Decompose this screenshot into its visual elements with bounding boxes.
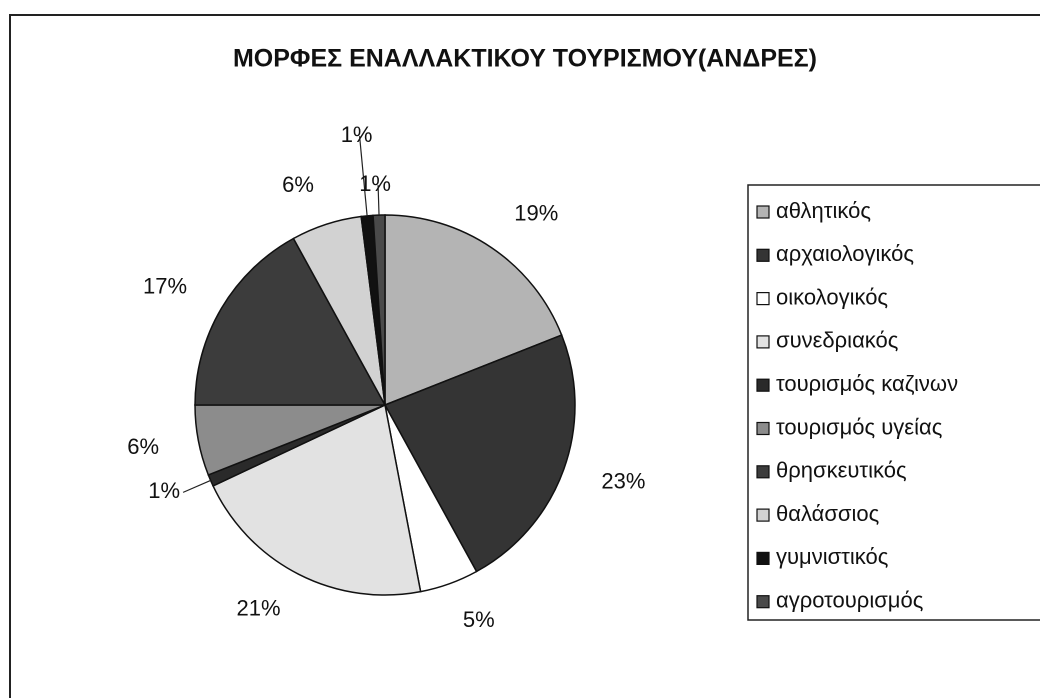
legend-label: αρχαιολογικός bbox=[776, 241, 914, 266]
pie-slice bbox=[383, 334, 576, 573]
legend-label: οικολογικός bbox=[776, 284, 888, 309]
legend-swatch bbox=[756, 465, 770, 479]
leader-line bbox=[358, 136, 368, 216]
chart-title: ΜΟΡΦΕΣ ΕΝΑΛΛΑΚΤΙΚΟΥ ΤΟΥΡΙΣΜΟΥ(ΑΝΔΡΕΣ) bbox=[233, 45, 817, 73]
legend-swatch bbox=[756, 508, 770, 522]
legend-swatch bbox=[756, 421, 770, 436]
data-label: 6% bbox=[127, 434, 159, 459]
pie-slice bbox=[212, 403, 422, 596]
pie-slice bbox=[384, 214, 563, 407]
legend-label: τουρισμός υγείας bbox=[776, 414, 942, 439]
legend-swatch bbox=[756, 335, 770, 349]
legend-swatch bbox=[756, 205, 770, 219]
legend-box bbox=[747, 184, 1040, 621]
legend-swatch bbox=[756, 595, 770, 609]
legend-label: θρησκευτικός bbox=[776, 458, 907, 483]
leader-line bbox=[182, 479, 211, 493]
pie-slice bbox=[194, 237, 387, 406]
data-label: 1% bbox=[359, 171, 391, 196]
legend-label: αγροτουρισμός bbox=[776, 588, 923, 613]
legend-label: συνεδριακός bbox=[776, 328, 898, 353]
leader-line bbox=[377, 185, 380, 216]
data-label: 21% bbox=[237, 596, 281, 621]
legend-label: θαλάσσιος bbox=[776, 501, 879, 526]
legend-swatch bbox=[756, 551, 770, 566]
legend-label: αθλητικός bbox=[776, 198, 871, 223]
legend-label: γυμνιστικός bbox=[776, 544, 888, 569]
legend-swatch bbox=[756, 292, 770, 306]
legend-swatch bbox=[756, 248, 770, 262]
legend-swatch bbox=[756, 378, 770, 392]
data-label: 5% bbox=[463, 607, 495, 632]
data-label: 1% bbox=[341, 122, 373, 147]
data-label: 17% bbox=[143, 274, 187, 299]
data-label: 6% bbox=[282, 172, 314, 197]
pie-slice bbox=[372, 214, 386, 406]
legend-label: τουρισμός καζινων bbox=[776, 371, 958, 396]
data-label: 1% bbox=[148, 478, 180, 503]
data-label: 23% bbox=[601, 469, 645, 494]
data-label: 19% bbox=[514, 201, 558, 226]
